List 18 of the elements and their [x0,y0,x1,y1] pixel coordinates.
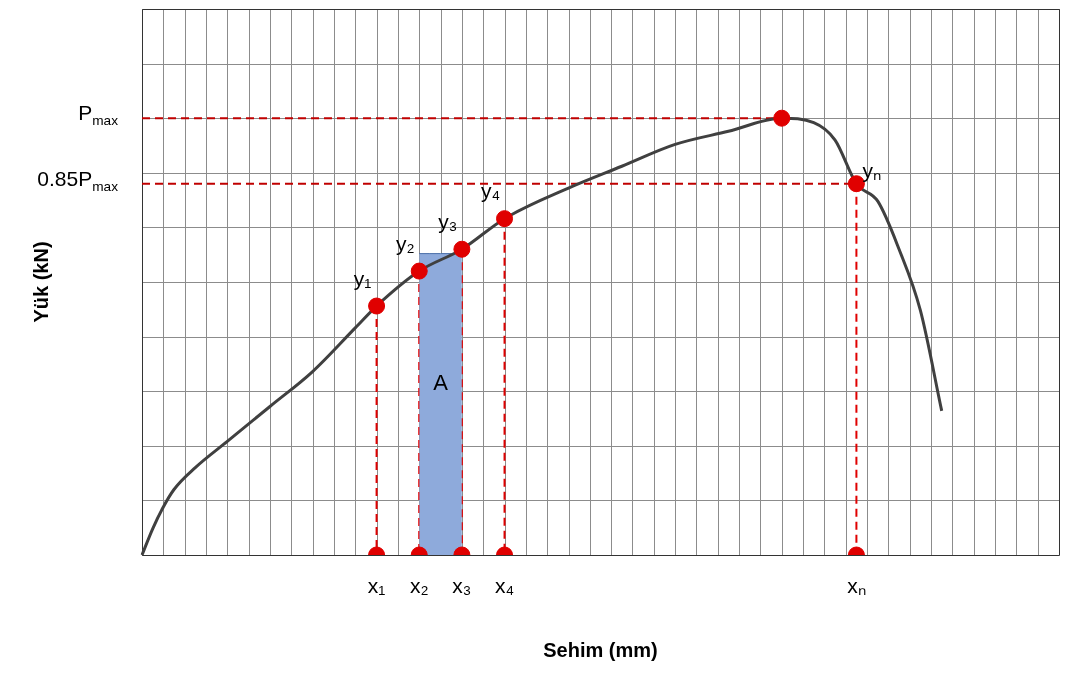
annotation: y₂ [395,231,415,255]
point [453,240,471,258]
annotation: y₃ [438,210,458,234]
annotation: y₄ [481,179,501,203]
annotation: y₁ [353,266,372,290]
x-tick-label: x₃ [452,573,472,597]
y-axis-title: Yük (kN) [29,241,52,323]
point [773,109,791,127]
annotation: A [433,370,449,396]
x-tick-label: x₂ [409,573,429,597]
x-tick-label: xₙ [847,573,866,597]
point [496,210,514,228]
point [410,262,428,280]
annotation: yₙ [862,158,881,182]
x-tick-label: x₁ [367,573,386,597]
x-axis-title: Sehim (mm) [543,638,658,661]
x-tick-label: x₄ [495,573,515,597]
point [368,297,386,315]
